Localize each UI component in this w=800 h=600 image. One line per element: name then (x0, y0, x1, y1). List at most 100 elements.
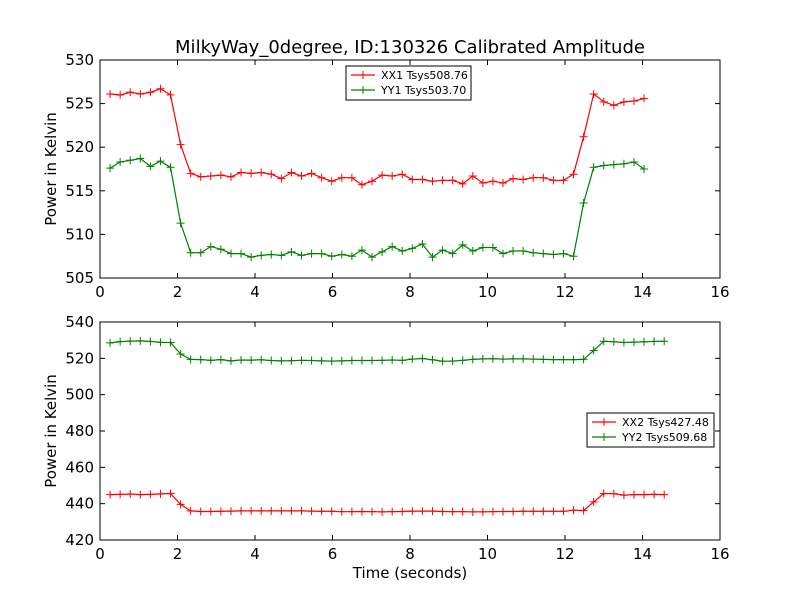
x-tick-label: 2 (173, 283, 183, 301)
data-point (650, 490, 659, 499)
data-point (378, 507, 387, 516)
data-point (106, 490, 115, 499)
data-point (438, 357, 447, 366)
data-point (539, 249, 548, 258)
data-point (448, 249, 457, 258)
data-point (368, 356, 377, 365)
data-point (226, 356, 235, 365)
y-axis-label: Power in Kelvin (42, 112, 60, 226)
data-point (277, 251, 286, 260)
data-point (468, 171, 477, 180)
data-point (307, 169, 316, 178)
data-point (347, 173, 356, 182)
data-point (488, 507, 497, 516)
data-point (619, 491, 628, 500)
data-point (549, 176, 558, 185)
data-point (388, 242, 397, 251)
data-point (478, 507, 487, 516)
data-point (599, 97, 608, 106)
x-tick-label: 12 (555, 283, 574, 301)
x-tick-label: 8 (405, 545, 415, 563)
data-point (629, 158, 638, 167)
data-point (569, 506, 578, 515)
data-point (216, 355, 225, 364)
data-point (569, 355, 578, 364)
data-point (559, 507, 568, 516)
data-point (579, 199, 588, 208)
data-point (136, 336, 145, 345)
data-point (307, 249, 316, 258)
x-tick-label: 4 (250, 283, 260, 301)
data-point (126, 156, 135, 165)
data-point (660, 490, 669, 499)
x-tick-label: 10 (478, 545, 497, 563)
data-point (579, 132, 588, 141)
data-point (609, 337, 618, 346)
data-point (509, 174, 518, 183)
data-point (559, 249, 568, 258)
data-point (237, 355, 246, 364)
data-point (126, 337, 135, 346)
data-point (468, 246, 477, 255)
data-point (589, 163, 598, 172)
data-point (126, 490, 135, 499)
data-point (539, 173, 548, 182)
data-point (539, 355, 548, 364)
data-point (640, 94, 649, 103)
y-tick-label: 540 (65, 313, 94, 331)
data-point (519, 246, 528, 255)
data-point (237, 506, 246, 515)
data-point (146, 337, 155, 346)
data-point (287, 247, 296, 256)
data-point (629, 96, 638, 105)
data-point (186, 506, 195, 515)
data-point (640, 165, 649, 173)
y-tick-label: 510 (65, 225, 94, 243)
data-point (499, 355, 507, 364)
data-point (146, 88, 155, 97)
data-point (257, 506, 266, 515)
data-point (418, 507, 427, 516)
data-point (297, 171, 306, 180)
data-point (609, 101, 618, 110)
x-axis-label: Time (seconds) (352, 564, 468, 582)
data-point (549, 507, 558, 516)
data-point (478, 178, 487, 187)
data-point (549, 250, 558, 259)
data-point (186, 248, 195, 257)
x-tick-label: 6 (328, 283, 338, 301)
data-point (378, 247, 387, 256)
y-tick-label: 480 (65, 422, 94, 440)
data-point (196, 355, 205, 364)
data-point (398, 170, 407, 179)
data-point (267, 506, 276, 515)
data-point (357, 246, 366, 255)
data-point (317, 249, 326, 258)
data-point (317, 173, 326, 182)
data-point (418, 354, 427, 363)
data-point (448, 357, 457, 366)
data-point (156, 84, 165, 93)
data-point (277, 506, 286, 515)
data-point (509, 354, 518, 363)
data-point (629, 338, 638, 347)
x-tick-label: 0 (95, 283, 105, 301)
data-point (357, 507, 366, 516)
data-point (599, 337, 608, 346)
data-point (176, 140, 185, 149)
data-point (458, 507, 467, 516)
y-tick-label: 505 (65, 269, 94, 287)
data-point (529, 173, 538, 182)
data-point (347, 356, 356, 365)
data-point (589, 90, 598, 99)
y-axis-label: Power in Kelvin (42, 374, 60, 488)
data-point (579, 506, 588, 515)
chart-title: MilkyWay_0degree, ID:130326 Calibrated A… (175, 37, 645, 58)
legend-box (586, 412, 715, 448)
data-point (488, 243, 497, 252)
data-point (136, 90, 145, 99)
data-point (589, 346, 598, 355)
data-point (216, 171, 225, 180)
data-point (388, 171, 397, 180)
